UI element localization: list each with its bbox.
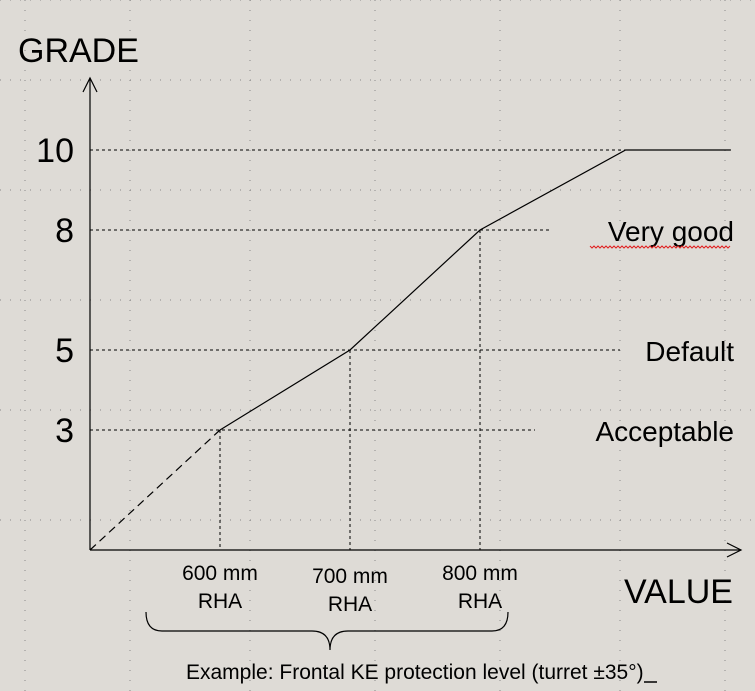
solid-grade-line	[219, 149, 731, 431]
level-label: Acceptable	[595, 416, 734, 447]
x-tick-label-value: 700 mm	[312, 565, 388, 588]
level-label: Very good	[608, 216, 734, 247]
example-annotation: Example: Frontal KE protection level (tu…	[186, 661, 644, 684]
x-tick-label-unit: RHA	[198, 590, 242, 613]
axes	[82, 76, 743, 558]
y-tick-label: 5	[55, 332, 74, 370]
spellcheck-underline	[589, 245, 731, 249]
x-axis-label: VALUE	[624, 573, 733, 611]
x-tick-label-value: 600 mm	[182, 562, 258, 585]
x-tick-label-unit: RHA	[328, 593, 372, 616]
x-axis-arrowhead	[726, 542, 743, 558]
x-range-brace	[145, 611, 509, 651]
series-lines	[89, 149, 731, 551]
level-label: Default	[645, 336, 734, 367]
y-axis-label: GRADE	[18, 32, 139, 70]
curly-brace	[145, 611, 509, 651]
dashed-grade-line	[89, 429, 221, 551]
x-tick-label-value: 800 mm	[442, 562, 518, 585]
y-tick-label: 8	[55, 212, 74, 250]
y-tick-label: 10	[36, 132, 74, 170]
y-tick-label: 3	[55, 412, 74, 450]
chart-labels: GRADE VALUE Example: Frontal KE protecti…	[18, 32, 734, 684]
guide-lines	[90, 149, 712, 550]
y-axis-arrowhead	[82, 76, 98, 93]
x-tick-label-unit: RHA	[458, 590, 502, 613]
